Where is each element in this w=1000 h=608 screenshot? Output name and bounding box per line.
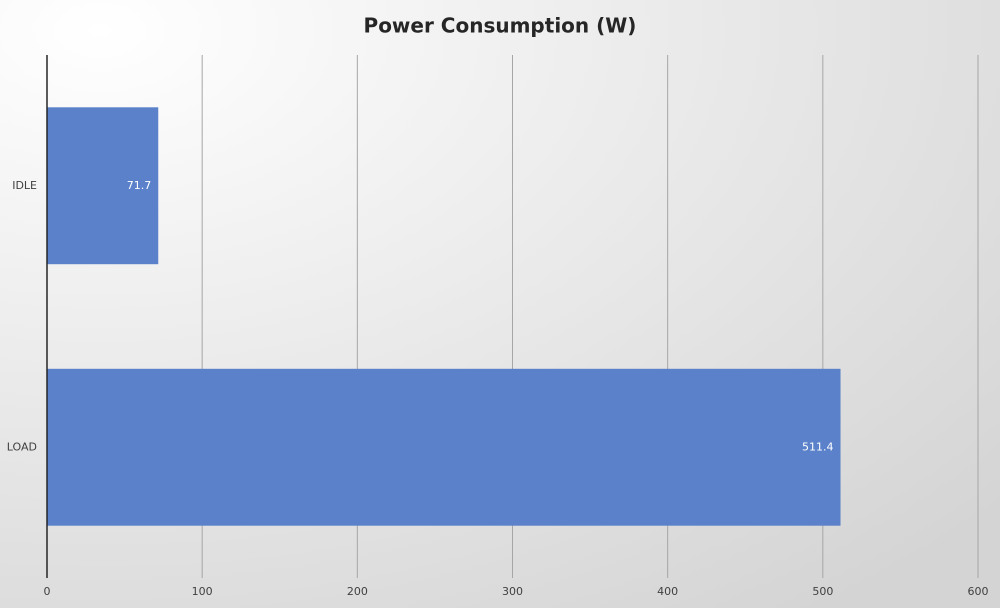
data-label: 511.4 <box>802 440 834 453</box>
chart-title: Power Consumption (W) <box>364 14 637 38</box>
x-tick-label: 0 <box>44 585 51 598</box>
x-tick-label: 500 <box>812 585 833 598</box>
x-tick-label: 200 <box>347 585 368 598</box>
bar <box>47 368 841 526</box>
x-tick-label: 600 <box>968 585 989 598</box>
bar <box>47 107 159 265</box>
x-tick-label: 100 <box>192 585 213 598</box>
x-tick-label: 400 <box>657 585 678 598</box>
y-tick-label: LOAD <box>7 440 37 453</box>
y-tick-label: IDLE <box>12 179 37 192</box>
data-label: 71.7 <box>127 179 152 192</box>
x-tick-label: 300 <box>502 585 523 598</box>
